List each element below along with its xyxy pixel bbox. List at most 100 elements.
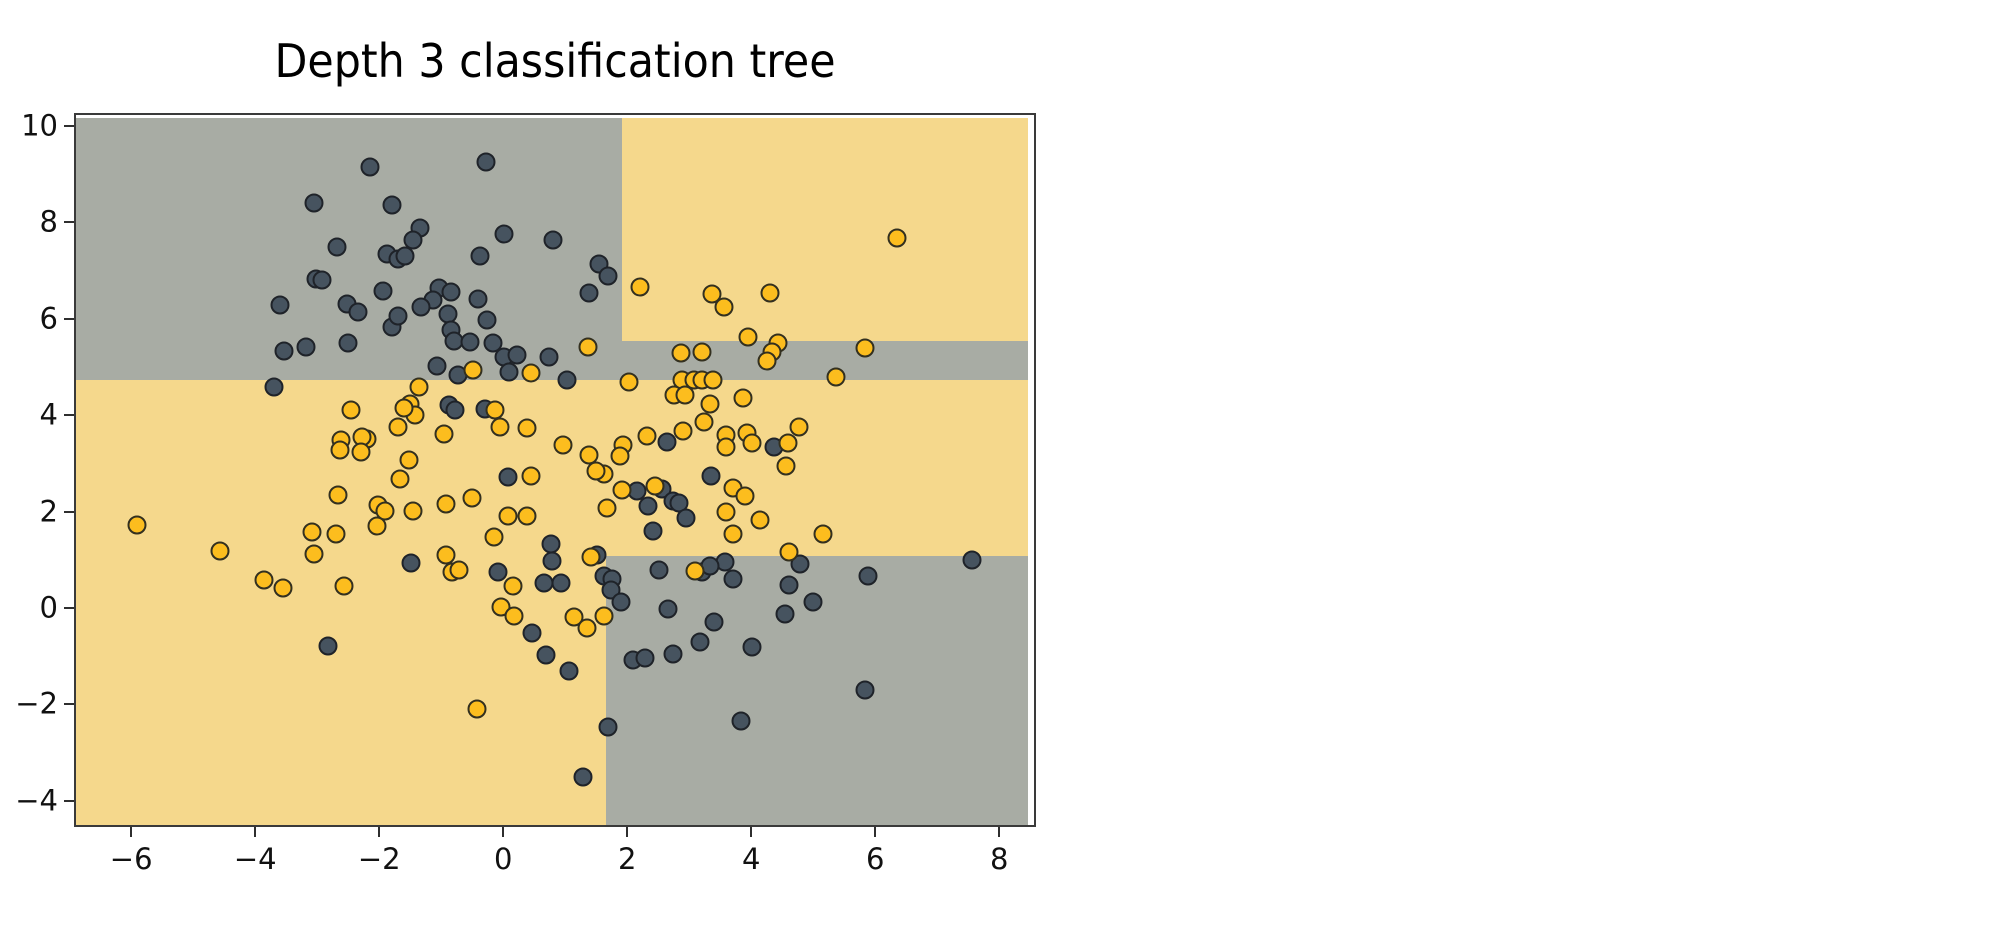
scatter-point-class-0-dark	[598, 717, 618, 737]
scatter-point-class-0-dark	[373, 281, 393, 301]
scatter-point-class-0-dark	[742, 637, 762, 657]
scatter-point-class-0-dark	[483, 333, 503, 353]
scatter-point-class-1-yellow	[671, 343, 691, 363]
scatter-point-class-0-dark	[551, 573, 571, 593]
scatter-point-class-1-yellow	[390, 469, 410, 489]
scatter-point-class-0-dark	[557, 370, 577, 390]
scatter-point-class-0-dark	[649, 560, 669, 580]
scatter-point-class-1-yellow	[434, 424, 454, 444]
y-tick-label: 8	[39, 204, 58, 239]
scatter-point-class-1-yellow	[735, 486, 755, 506]
scatter-point-class-1-yellow	[521, 466, 540, 486]
scatter-point-class-1-yellow	[742, 433, 762, 453]
scatter-point-class-1-yellow	[723, 524, 743, 544]
x-tick-label: 8	[990, 842, 1009, 876]
scatter-point-class-0-dark	[270, 295, 290, 315]
x-tick-label: 0	[493, 842, 513, 876]
y-tick-mark	[64, 414, 74, 417]
x-tick-mark	[626, 827, 629, 837]
scatter-point-class-1-yellow	[813, 524, 833, 544]
scatter-point-class-1-yellow	[484, 527, 504, 547]
y-tick-label: −2	[15, 686, 58, 721]
scatter-point-class-1-yellow	[597, 498, 617, 518]
scatter-point-class-1-yellow	[394, 398, 414, 418]
scatter-point-class-0-dark	[663, 644, 683, 664]
scatter-point-class-1-yellow	[449, 560, 469, 580]
scatter-point-class-1-yellow	[855, 338, 875, 358]
scatter-point-class-1-yellow	[485, 400, 505, 419]
chart-title: Depth 3 classification tree	[274, 34, 836, 88]
scatter-point-class-0-dark	[522, 623, 542, 643]
y-tick-mark	[64, 125, 74, 128]
scatter-point-class-0-dark	[643, 521, 663, 541]
y-tick-label: 4	[39, 397, 58, 432]
scatter-point-class-1-yellow	[750, 510, 770, 530]
scatter-point-class-0-dark	[507, 345, 527, 365]
scatter-point-class-0-dark	[543, 230, 563, 250]
scatter-point-class-1-yellow	[254, 570, 274, 590]
scatter-point-class-1-yellow	[210, 541, 230, 561]
scatter-point-class-1-yellow	[703, 370, 723, 390]
scatter-point-class-1-yellow	[504, 606, 524, 626]
scatter-point-class-1-yellow	[738, 327, 758, 347]
scatter-point-class-1-yellow	[581, 547, 601, 567]
scatter-point-class-1-yellow	[694, 412, 714, 432]
scatter-point-class-0-dark	[539, 347, 559, 367]
scatter-point-class-1-yellow	[334, 576, 354, 596]
x-tick-label: −2	[357, 842, 401, 876]
scatter-point-class-0-dark	[573, 767, 593, 787]
scatter-point-class-1-yellow	[637, 426, 657, 446]
scatter-point-class-0-dark	[427, 356, 447, 376]
scatter-point-class-0-dark	[658, 599, 678, 619]
scatter-point-class-1-yellow	[779, 542, 799, 562]
scatter-point-class-1-yellow	[302, 522, 322, 542]
scatter-point-class-0-dark	[638, 496, 658, 516]
scatter-point-class-0-dark	[470, 246, 490, 266]
scatter-point-class-1-yellow	[517, 506, 537, 526]
scatter-point-class-1-yellow	[789, 417, 809, 437]
x-tick-label: 4	[742, 842, 761, 876]
scatter-point-class-0-dark	[312, 270, 332, 290]
decision-region-yellow	[622, 118, 1029, 342]
scatter-point-class-1-yellow	[351, 442, 371, 462]
scatter-point-class-1-yellow	[692, 342, 712, 362]
scatter-point-class-1-yellow	[826, 367, 846, 387]
scatter-point-class-0-dark	[579, 283, 599, 303]
scatter-point-class-1-yellow	[328, 485, 348, 505]
scatter-point-class-0-dark	[388, 306, 408, 326]
scatter-point-class-0-dark	[498, 467, 518, 487]
y-tick-label: 0	[39, 590, 58, 625]
scatter-point-class-0-dark	[858, 566, 878, 586]
scatter-point-class-1-yellow	[578, 337, 598, 357]
scatter-point-class-0-dark	[541, 534, 561, 553]
x-tick-label: 6	[866, 842, 885, 876]
x-tick-label: −6	[109, 842, 153, 876]
scatter-point-class-0-dark	[611, 592, 631, 612]
scatter-point-class-1-yellow	[887, 228, 907, 248]
x-tick-mark	[378, 827, 381, 837]
scatter-point-class-0-dark	[264, 377, 284, 397]
scatter-point-class-0-dark	[701, 466, 721, 486]
scatter-point-class-1-yellow	[685, 561, 705, 581]
scatter-point-class-0-dark	[296, 337, 316, 357]
scatter-point-class-1-yellow	[760, 283, 780, 303]
scatter-point-class-0-dark	[723, 569, 743, 589]
scatter-point-class-0-dark	[441, 282, 461, 302]
scatter-point-class-1-yellow	[490, 417, 510, 437]
scatter-point-class-0-dark	[382, 195, 402, 215]
scatter-point-class-0-dark	[403, 230, 423, 250]
y-tick-label: 10	[21, 108, 58, 143]
scatter-point-class-1-yellow	[675, 385, 695, 405]
scatter-point-class-0-dark	[657, 432, 677, 452]
scatter-point-class-1-yellow	[586, 461, 606, 481]
scatter-point-class-0-dark	[536, 645, 556, 665]
scatter-point-class-1-yellow	[503, 576, 523, 596]
scatter-point-class-0-dark	[274, 341, 294, 361]
scatter-point-class-0-dark	[477, 310, 497, 330]
scatter-point-class-1-yellow	[326, 524, 346, 544]
scatter-point-class-1-yellow	[577, 618, 597, 638]
scatter-point-class-1-yellow	[714, 297, 734, 317]
scatter-point-class-0-dark	[499, 362, 519, 382]
scatter-point-layer	[76, 115, 1034, 825]
scatter-point-class-1-yellow	[757, 351, 777, 371]
